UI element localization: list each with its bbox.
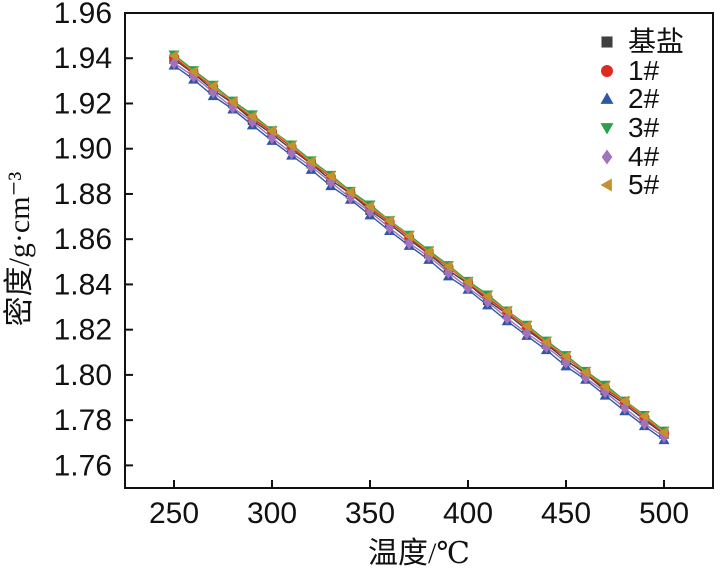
series-5-point [658, 426, 669, 438]
y-tick-label: 1.90 [54, 133, 112, 166]
series-4 [169, 56, 669, 444]
series-4-point [247, 115, 257, 129]
legend-label: 4# [628, 140, 660, 172]
triangle-down-icon [600, 123, 614, 135]
series-5-point [442, 260, 453, 272]
y-tick-label: 1.92 [54, 87, 112, 120]
x-tick-label: 400 [443, 497, 493, 530]
legend-item-base-salt: 基盐 [594, 28, 684, 57]
y-tick-label: 1.94 [54, 42, 112, 75]
series-5-point [188, 66, 198, 78]
legend-item-1: 1# [594, 54, 684, 86]
y-axis-title: 密度/g·cm⁻³ [3, 171, 36, 327]
triangle-down-glyph [600, 123, 614, 135]
series-5-point [286, 140, 296, 152]
series-5-point [168, 50, 179, 62]
x-tick-label: 350 [345, 497, 395, 530]
series-2-line [173, 64, 665, 441]
diamond-glyph [601, 149, 613, 165]
series-5-point [423, 246, 433, 258]
legend-label: 5# [628, 169, 660, 201]
x-tick-label: 250 [149, 497, 199, 530]
legend-item-2: 2# [594, 85, 684, 114]
series-4-point [169, 56, 179, 70]
y-tick-label: 1.80 [54, 359, 112, 392]
legend-label: 基盐 [628, 26, 685, 58]
series-5-point [403, 230, 414, 242]
series-0-line [173, 58, 665, 435]
y-tick-label: 1.96 [54, 0, 112, 30]
series-5-point [560, 350, 571, 362]
y-tick-label: 1.82 [54, 314, 112, 347]
series-5-point [384, 215, 394, 227]
series-5 [168, 50, 669, 438]
series-5-point [246, 110, 257, 122]
legend-item-4: 4# [594, 142, 684, 171]
legend-label: 2# [628, 83, 660, 115]
series-5-point [638, 410, 649, 422]
diamond-icon [601, 149, 613, 165]
series-5-point [227, 96, 237, 108]
plot-frame [124, 12, 714, 489]
series-5-point [462, 276, 473, 288]
series-5-point [364, 200, 375, 212]
triangle-left-icon [600, 178, 612, 192]
series-4-point [267, 131, 277, 145]
triangle-up-icon [600, 92, 614, 105]
series-5-point [266, 125, 277, 137]
series-5-line [173, 55, 665, 433]
y-tick-label: 1.78 [54, 404, 112, 437]
series-5-point [207, 80, 218, 92]
y-tick-label: 1.88 [54, 178, 112, 211]
triangle-up-glyph [600, 92, 614, 105]
series-5-point [482, 290, 492, 302]
x-tick-label: 300 [247, 497, 297, 530]
series-5-point [501, 305, 512, 317]
series-5-point [305, 156, 316, 168]
y-tick-label: 1.76 [54, 449, 112, 482]
x-tick-label: 450 [541, 497, 591, 530]
series-5-point [599, 381, 610, 393]
series-5-point [619, 395, 629, 407]
x-axis-title: 温度/℃ [368, 537, 470, 570]
legend: 基盐 1# 2# 3# 4# 5# [594, 28, 684, 200]
legend-item-5: 5# [594, 171, 684, 200]
series-5-point [521, 320, 531, 332]
series-4-line [173, 62, 665, 438]
legend-label: 1# [628, 54, 660, 86]
triangle-left-glyph [600, 178, 612, 192]
y-tick-label: 1.84 [54, 268, 112, 301]
x-tick-label: 500 [639, 497, 689, 530]
series-5-point [344, 186, 355, 198]
circle-glyph [601, 64, 613, 77]
square-glyph [601, 36, 613, 48]
series-5-point [580, 366, 590, 378]
legend-label: 3# [628, 112, 660, 144]
series-5-point [540, 336, 551, 348]
legend-item-3: 3# [594, 114, 684, 143]
circle-icon [601, 64, 613, 77]
square-icon [601, 36, 613, 48]
series-5-point [325, 170, 335, 182]
y-tick-label: 1.86 [54, 223, 112, 256]
